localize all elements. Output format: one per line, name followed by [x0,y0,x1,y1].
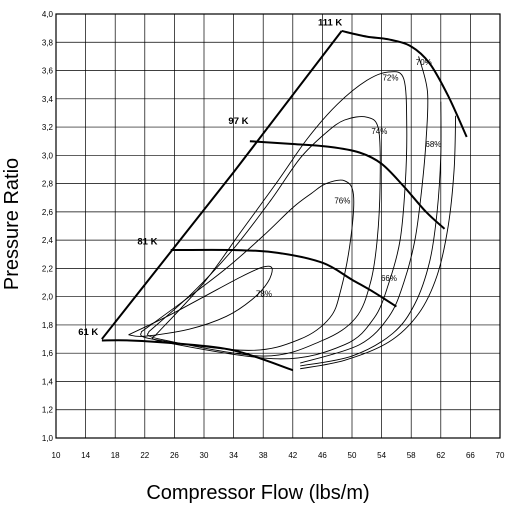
y-tick-label: 3,8 [42,38,54,47]
efficiency-label: 76% [334,196,350,205]
y-tick-label: 1,2 [42,406,54,415]
curve-labels: 78% 76% 74% 72% 70% 68% 66% 61 K 81 K 97 K 111 K [78,17,441,338]
efficiency-label: 66% [381,274,397,283]
y-tick-label: 3,0 [42,151,54,160]
y-tick-labels: 1,0 1,2 1,4 1,6 1,8 2,0 2,2 2,4 2,6 2,8 3,0 3,2 3,4 3… [42,10,54,443]
speed-line-61k [101,339,294,372]
x-tick-label: 10 [52,451,61,460]
y-tick-label: 3,2 [42,123,54,132]
x-tick-label: 62 [436,451,445,460]
efficiency-island-70 [300,56,429,364]
efficiency-island-74 [147,116,381,357]
y-tick-label: 2,4 [42,236,54,245]
efficiency-label: 68% [425,140,441,149]
y-tick-label: 1,0 [42,434,54,443]
x-tick-label: 50 [348,451,357,460]
efficiency-island-78 [128,265,273,337]
speed-lines [101,29,468,372]
efficiency-label: 72% [382,73,398,82]
speed-label: 97 K [228,116,248,127]
x-tick-label: 70 [496,451,505,460]
speed-line-111k [341,29,468,138]
x-tick-label: 54 [377,451,386,460]
efficiency-label: 70% [416,58,432,67]
efficiency-label: 78% [256,290,272,299]
x-axis-label: Compressor Flow (lbs/m) [146,482,369,504]
x-tick-label: 14 [81,451,90,460]
x-tick-label: 38 [259,451,268,460]
y-tick-label: 1,6 [42,349,54,358]
speed-label: 111 K [318,17,342,28]
speed-label: 81 K [137,236,157,247]
x-tick-label: 34 [229,451,238,460]
x-tick-labels: 10 14 18 22 26 30 34 38 42 46 50 54 58 62 66 70 [52,451,505,460]
efficiency-islands [128,56,457,370]
y-tick-label: 2,0 [42,293,54,302]
grid [55,13,501,439]
x-tick-label: 66 [466,451,475,460]
y-tick-label: 1,8 [42,321,54,330]
y-axis-label: Pressure Ratio [1,158,23,290]
y-tick-label: 2,8 [42,180,54,189]
x-tick-label: 46 [318,451,327,460]
x-tick-label: 30 [200,451,209,460]
speed-line-81k [170,248,397,308]
y-tick-label: 2,6 [42,208,54,217]
efficiency-island-68 [300,101,442,367]
x-tick-label: 26 [170,451,179,460]
efficiency-island-72 [151,71,408,360]
y-tick-label: 4,0 [42,10,54,19]
efficiency-island-66 [300,115,457,370]
y-tick-label: 3,4 [42,95,54,104]
x-tick-label: 42 [288,451,297,460]
x-tick-label: 18 [111,451,120,460]
x-tick-label: 22 [140,451,149,460]
plot-frame [55,13,501,439]
speed-label: 61 K [78,327,98,338]
efficiency-label: 74% [371,127,387,136]
y-tick-label: 1,4 [42,377,54,386]
x-tick-label: 58 [407,451,416,460]
surge-line [101,30,343,340]
y-tick-label: 2,2 [42,264,54,273]
speed-line-97k [249,140,446,230]
y-tick-label: 3,6 [42,67,54,76]
